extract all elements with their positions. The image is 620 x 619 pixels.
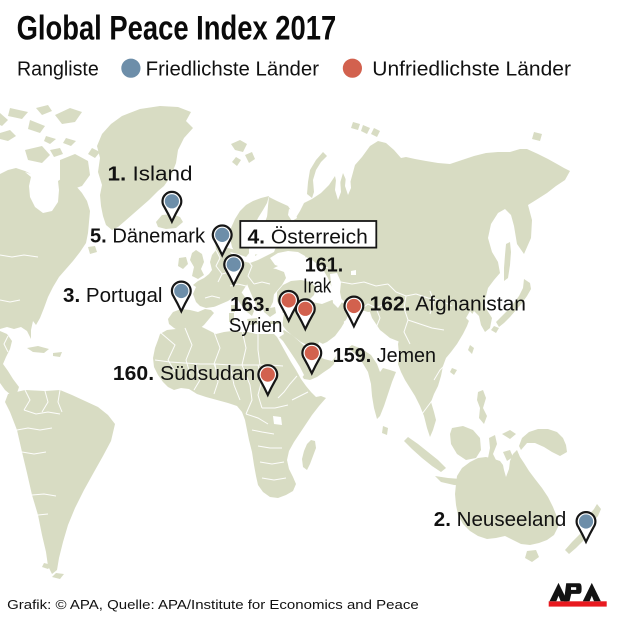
svg-text:Friedlichste Länder: Friedlichste Länder	[146, 59, 320, 81]
svg-text:160. Südsudan: 160. Südsudan	[113, 363, 255, 385]
svg-text:Rangliste: Rangliste	[17, 59, 99, 81]
svg-text:3. Portugal: 3. Portugal	[63, 285, 163, 307]
svg-text:Irak: Irak	[303, 276, 332, 298]
svg-text:Syrien: Syrien	[229, 315, 283, 337]
svg-text:Grafik: © APA, Quelle: APA/Ins: Grafik: © APA, Quelle: APA/Institute for…	[7, 597, 419, 612]
svg-text:163.: 163.	[230, 294, 270, 316]
svg-text:161.: 161.	[305, 255, 343, 277]
svg-text:159. Jemen: 159. Jemen	[333, 345, 436, 367]
svg-text:4. Österreich: 4. Österreich	[248, 226, 368, 248]
svg-text:2. Neuseeland: 2. Neuseeland	[434, 509, 567, 531]
svg-text:5. Dänemark: 5. Dänemark	[90, 226, 206, 248]
svg-text:162. Afghanistan: 162. Afghanistan	[370, 293, 526, 315]
svg-text:Global Peace Index 2017: Global Peace Index 2017	[17, 10, 337, 48]
svg-text:1. Island: 1. Island	[108, 164, 193, 186]
svg-text:Unfriedlichste Länder: Unfriedlichste Länder	[372, 59, 571, 81]
